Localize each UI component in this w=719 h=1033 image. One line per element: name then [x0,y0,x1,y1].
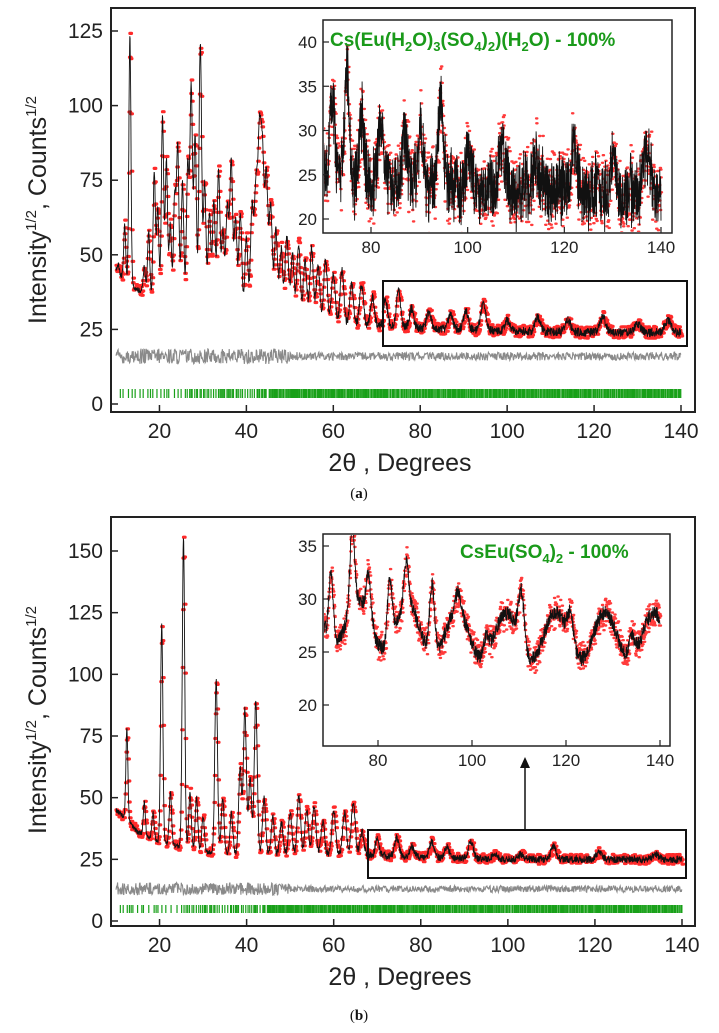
panel-b-zoom-arrowhead [520,757,530,768]
x-tick-label: 100 [490,934,525,957]
y-tick-label: 125 [68,20,103,43]
y-tick-label: 25 [80,318,103,341]
panel-b-inset-axes: 80 100 120 140 20 25 30 35 [298,537,674,770]
inset-x-tick-label: 140 [646,751,674,770]
x-tick-label: 20 [148,934,171,957]
x-tick-label: 140 [663,420,698,443]
calculated-profile-line [115,36,682,338]
inset-x-tick-label: 120 [552,751,580,770]
inset-y-tick-label: 20 [298,210,317,229]
x-tick-label: 140 [664,934,699,957]
y-tick-label: 100 [68,663,103,686]
inset-y-tick-label: 30 [298,122,317,141]
y-tick-label: 50 [80,787,103,810]
panel-b-frame [110,516,696,927]
inset-plot-area [324,535,663,674]
inset-x-tick-label: 80 [362,238,381,257]
inset-x-tick-label: 140 [647,238,675,257]
inset-x-tick-label: 120 [550,238,578,257]
panel-a-frame [110,7,696,413]
x-tick-label: 60 [322,934,345,957]
inset-plot-area [324,43,664,232]
y-tick-label: 75 [80,169,103,192]
x-tick-label: 80 [409,934,432,957]
inset-calculated-line [324,535,661,667]
y-tick-label: 25 [80,848,103,871]
panel-a-plot [114,31,685,398]
panel-a: 20 40 60 80 100 120 140 0 25 50 75 100 125 80 100 120 1… [23,7,699,502]
panel-b-x-axis-label: 2θ , Degrees [328,963,471,991]
panel-a-inset-plot [324,43,664,232]
x-tick-label: 100 [490,420,525,443]
inset-x-tick-label: 80 [369,751,388,770]
x-tick-label: 40 [235,420,258,443]
panel-a-y-axis-label: Intensity1/2, Counts1/2 [23,96,52,324]
y-tick-label: 100 [68,95,103,118]
inset-y-tick-label: 35 [298,77,317,96]
inset-calculated-line [324,43,662,232]
inset-x-tick-label: 100 [453,238,481,257]
y-tick-label: 75 [80,725,103,748]
panel-a-zoom-region-box [382,280,688,347]
inset-y-tick-label: 20 [298,696,317,715]
inset-y-tick-label: 35 [298,537,317,556]
bragg-position-ticks [119,389,682,398]
inset-y-tick-label: 25 [298,643,317,662]
panel-a-caption: (a) [350,486,368,502]
panel-b-legend: CsEu(SO4)2 - 100% [460,542,629,566]
calculated-profile-line [115,538,683,865]
y-tick-label: 50 [80,244,103,267]
difference-curve [115,347,682,366]
panel-b-axes: 20 40 60 80 100 120 140 0 25 50 75 100 125 150 [68,540,700,957]
panel-a-inset-axes: 80 100 120 140 20 25 30 35 40 [298,33,675,257]
y-tick-label: 150 [68,540,103,563]
y-tick-label: 125 [68,602,103,625]
panel-b-inset-plot [324,535,663,674]
inset-y-tick-label: 25 [298,166,317,185]
panel-b-zoom-region-box [367,829,687,879]
panel-b-caption: (b) [350,1008,368,1024]
x-tick-label: 120 [577,420,612,443]
inset-x-tick-label: 100 [458,751,486,770]
panel-a-axes: 20 40 60 80 100 120 140 0 25 50 75 100 125 [68,20,699,443]
x-tick-label: 40 [235,934,258,957]
x-tick-label: 80 [409,420,432,443]
y-tick-label: 0 [91,910,103,933]
bragg-position-ticks [119,905,683,913]
main-plot-area [114,31,685,398]
inset-y-tick-label: 40 [298,33,317,52]
x-tick-label: 20 [148,420,171,443]
panel-a-legend: Cs(Eu(H2O)3(SO4)2)(H2O) - 100% [330,30,615,54]
inset-y-tick-label: 30 [298,590,317,609]
panel-a-x-axis-label: 2θ , Degrees [328,449,471,477]
x-tick-label: 60 [322,420,345,443]
panel-b: 20 40 60 80 100 120 140 0 25 50 75 100 125 150 80 100 1… [23,516,700,1024]
difference-curve [115,881,683,897]
panel-b-y-axis-label: Intensity1/2, Counts1/2 [23,606,52,834]
x-tick-label: 120 [577,934,612,957]
y-tick-label: 0 [91,393,103,416]
